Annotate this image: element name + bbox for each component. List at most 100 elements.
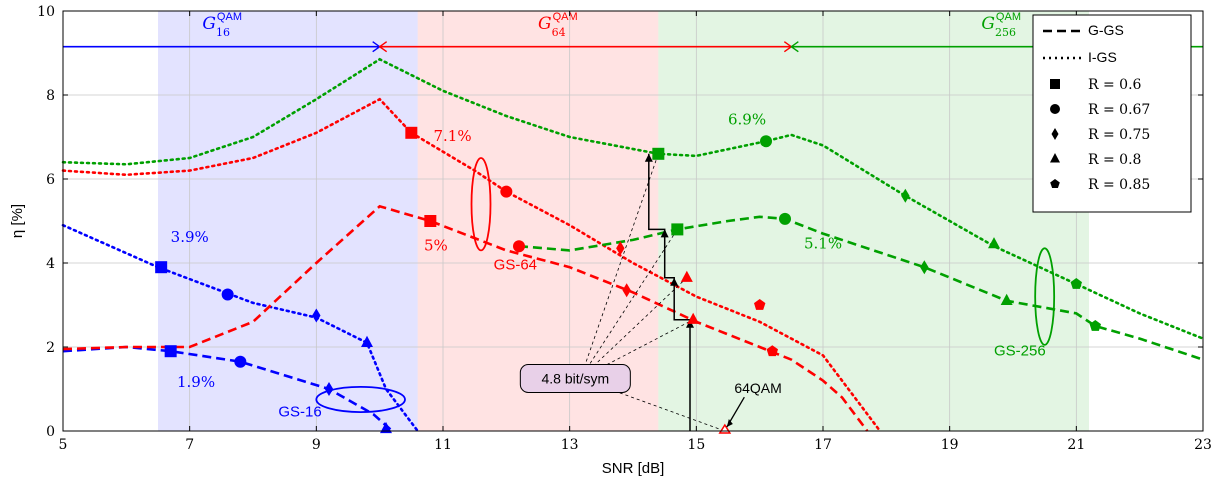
- label-64qam: 64QAM: [734, 380, 781, 396]
- marker-circle: [500, 185, 513, 198]
- annotation: GS-64: [494, 256, 537, 273]
- regions: GQAM 16 GQAM 64 GQAM 256: [158, 11, 1089, 431]
- staircase-arrowhead: [670, 277, 679, 286]
- staircase-line: [648, 153, 691, 431]
- marker-square: [405, 126, 418, 139]
- plot-frame: [62, 10, 1204, 432]
- marker-circle: [221, 288, 234, 301]
- group-ellipse-2: [470, 157, 492, 252]
- x-tick-label: 17: [814, 437, 832, 453]
- marker-triangle: [1050, 153, 1060, 163]
- y-axis-label: η [%]: [9, 204, 26, 238]
- marker-pentagon: [1050, 179, 1060, 188]
- callout-leader: [579, 153, 659, 379]
- x-axis-label: SNR [dB]: [602, 460, 665, 477]
- callout-leader: [580, 277, 688, 379]
- annotation: GS-256: [994, 342, 1046, 359]
- marker-pentagon: [754, 299, 766, 310]
- region-label-sub: 256: [995, 26, 1016, 39]
- ellipses: [315, 157, 1056, 413]
- y-tick-label: 10: [37, 4, 55, 20]
- x-tick-label: 7: [185, 437, 194, 453]
- legend-marker-label: R = 0.75: [1088, 127, 1150, 143]
- marker-square: [1050, 79, 1060, 89]
- y-tick-label: 2: [46, 340, 55, 356]
- callout-box: [519, 364, 631, 393]
- marker-diamond: [324, 382, 334, 396]
- arrow-head-left: [378, 41, 388, 53]
- legend-marker-label: R = 0.85: [1088, 177, 1150, 193]
- x-tick-label: 15: [687, 437, 705, 453]
- legend-line-label: G-GS: [1088, 22, 1124, 38]
- marker-triangle: [988, 237, 1000, 249]
- axes: 5 7 9 11 13 15 17 19 21 23 0 2 4 6 8 10 SNR [dB] η [%]: [9, 4, 1212, 477]
- annotation: 1.9%: [177, 373, 215, 391]
- marker-diamond: [312, 308, 321, 323]
- region-band-2: [417, 11, 659, 431]
- legend-box: [1032, 14, 1192, 213]
- group-ellipse-3: [1034, 247, 1056, 346]
- legend-marker-label: R = 0.8: [1088, 152, 1141, 168]
- marker-square: [155, 261, 168, 274]
- marker-circle: [513, 240, 525, 253]
- marker-square: [164, 345, 177, 358]
- marker-pentagon: [1070, 278, 1082, 289]
- marker-triangle: [1000, 293, 1013, 305]
- legend: G-GS I-GS R = 0.6 R = 0.67 R = 0.75 R = 0.8 R …: [1032, 14, 1192, 213]
- region-label-sup: QAM: [217, 11, 242, 23]
- series-line-gs-64-g-gs: [62, 204, 869, 432]
- staircase: [644, 153, 694, 431]
- series-line-gs-256-g-gs: [518, 215, 1204, 361]
- marker-pentagon: [766, 345, 778, 357]
- arrow-head-left: [790, 41, 799, 53]
- group-ellipse-1: [315, 385, 406, 413]
- legend-marker-label: R = 0.6: [1088, 77, 1142, 93]
- annotation: 6.9%: [728, 110, 766, 128]
- legend-marker-label: R = 0.67: [1088, 102, 1150, 118]
- x-tick-label: 5: [59, 437, 68, 453]
- region-label-sup: QAM: [553, 11, 578, 23]
- x-tick-label: 11: [434, 437, 452, 453]
- marker-diamond: [920, 260, 929, 275]
- callout: 4.8 bit/sym: [519, 364, 631, 393]
- y-tick-label: 8: [46, 88, 55, 104]
- annotations: 3.9% 1.9% GS-16 7.1% 5% GS-64 6.9% 5.1% GS-256: [171, 110, 1046, 420]
- callout-label: 4.8 bit/sym: [541, 371, 609, 387]
- annotation: GS-16: [278, 403, 321, 420]
- region-label-sub: 64: [552, 26, 566, 39]
- y-tick-label: 0: [46, 424, 55, 440]
- marker-circle: [234, 355, 247, 368]
- annotation: 3.9%: [171, 228, 209, 246]
- series-line-gs-64-i-gs: [61, 97, 882, 433]
- region-band-1: [158, 11, 418, 431]
- marker-square: [424, 215, 437, 227]
- staircase-arrowhead: [644, 153, 653, 162]
- marker-square: [671, 223, 684, 236]
- marker-circle: [1050, 104, 1060, 114]
- x-tick-label: 21: [1067, 437, 1085, 453]
- marker-square: [652, 147, 665, 160]
- marker-circle: [779, 212, 791, 225]
- y-tick-label: 6: [46, 172, 55, 188]
- marker-triangle: [380, 421, 392, 434]
- markers: 64QAM: [155, 126, 1101, 434]
- annotation: 5%: [424, 236, 448, 254]
- x-tick-label: 19: [941, 437, 959, 453]
- region-label-sub: 16: [216, 26, 230, 39]
- marker-diamond: [622, 283, 631, 298]
- marker-triangle: [680, 270, 693, 282]
- region-label-sup: QAM: [996, 11, 1021, 23]
- x-tick-label: 23: [1194, 437, 1212, 453]
- marker-triangle: [361, 335, 373, 347]
- marker-diamond: [901, 188, 910, 203]
- arrowhead-64qam: [726, 419, 733, 427]
- marker-circle: [760, 135, 772, 148]
- marker-triangle: [687, 312, 700, 324]
- x-tick-label: 13: [561, 437, 579, 453]
- x-tick-label: 9: [312, 437, 321, 453]
- legend-line-label: I-GS: [1088, 49, 1117, 65]
- annotation: 7.1%: [434, 127, 472, 145]
- staircase-arrowhead: [660, 229, 669, 238]
- annotation: 5.1%: [804, 234, 842, 252]
